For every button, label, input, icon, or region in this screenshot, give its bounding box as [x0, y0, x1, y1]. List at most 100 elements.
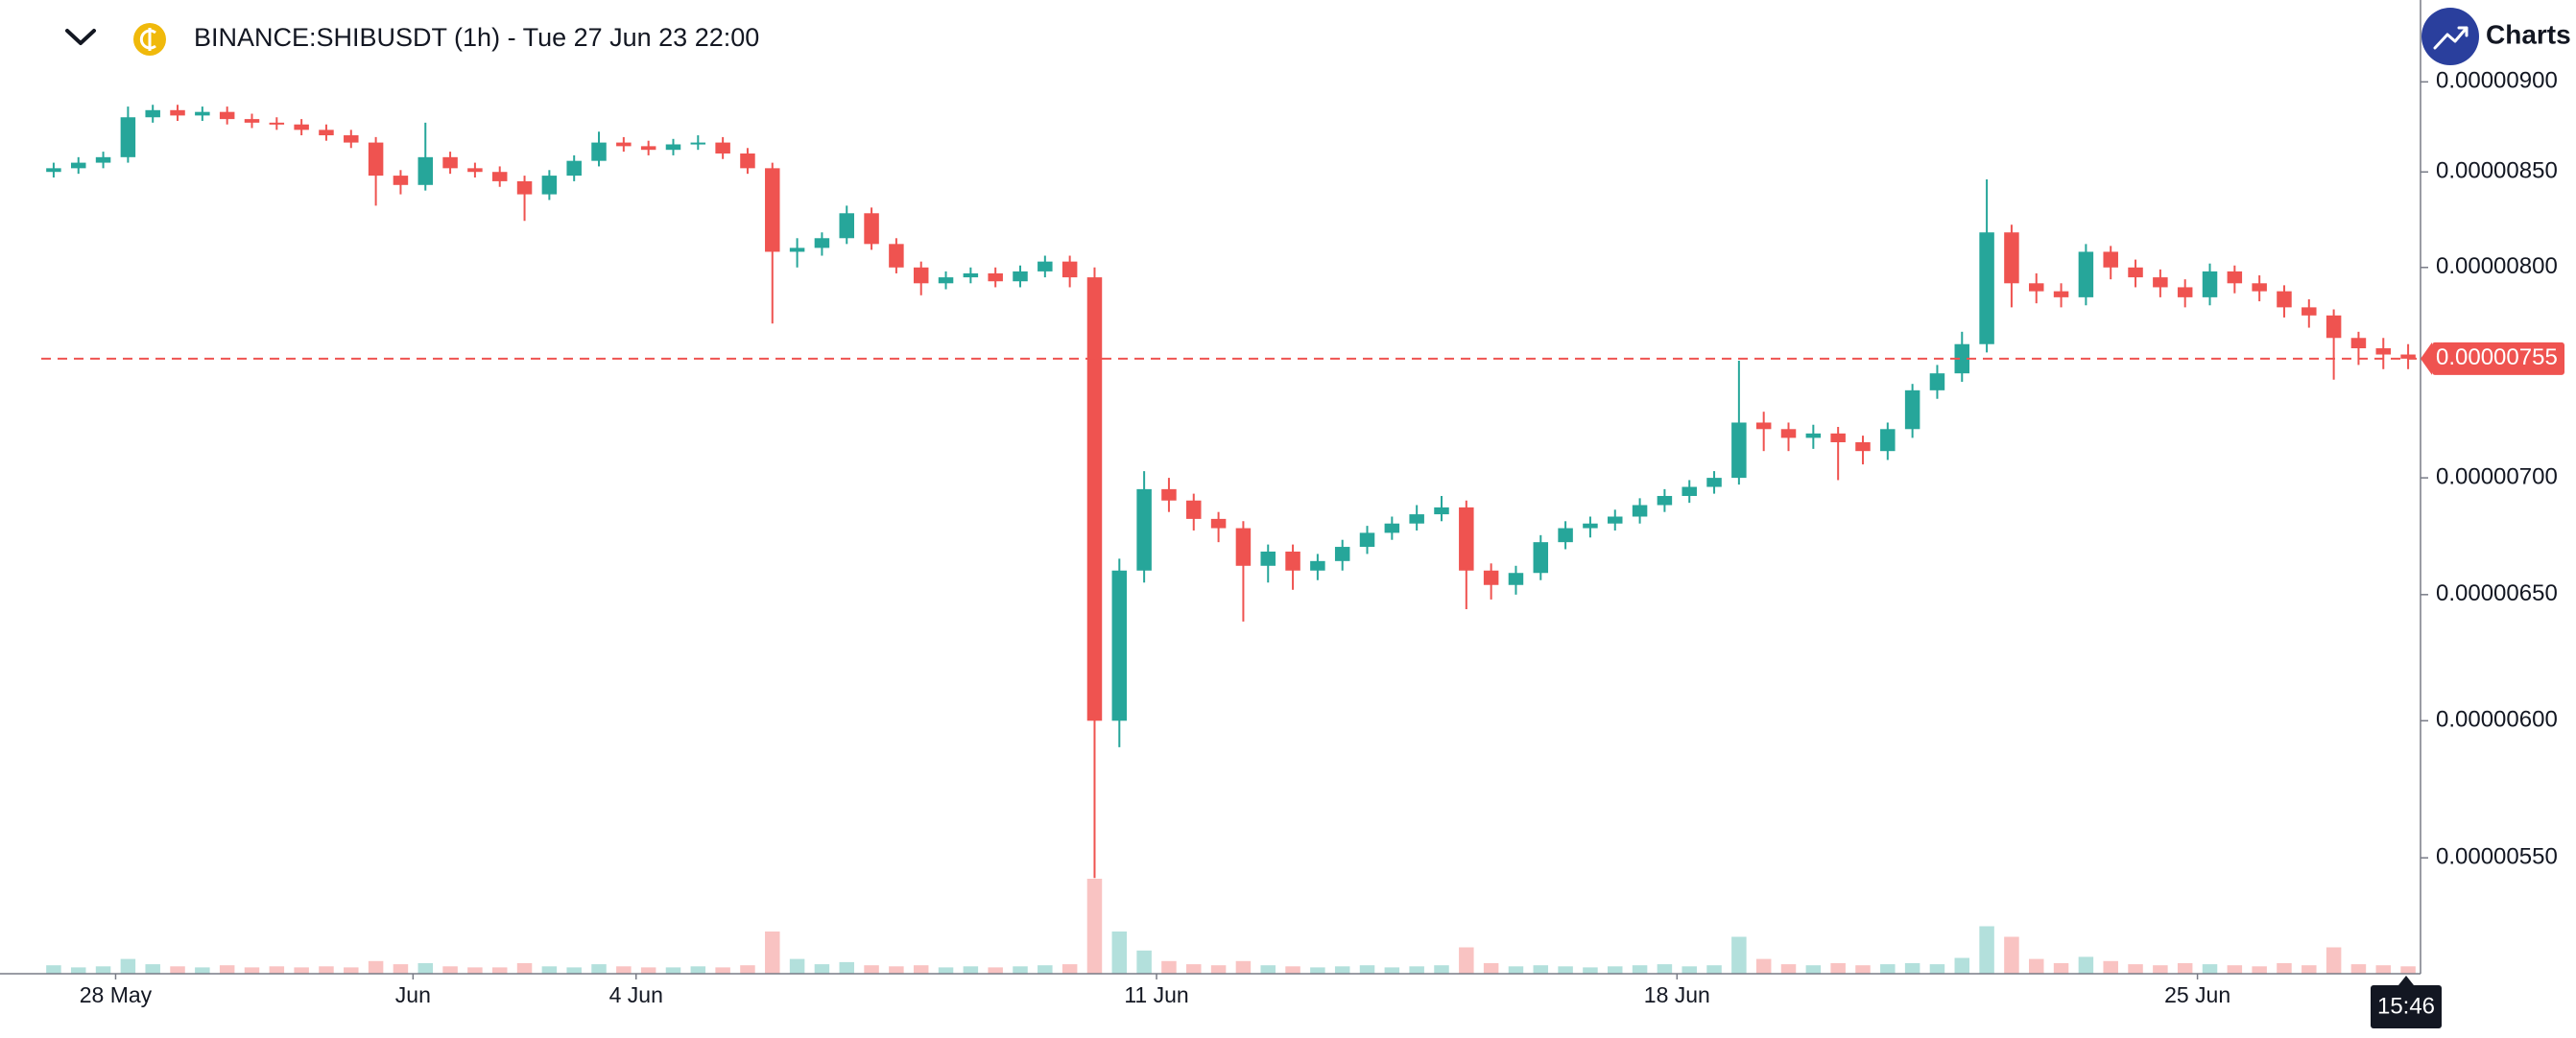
- volume-bar: [70, 967, 86, 974]
- volume-bar: [344, 967, 359, 974]
- volume-bar: [491, 967, 508, 974]
- candle-body: [344, 135, 359, 143]
- volume-bar: [2053, 963, 2069, 974]
- coin-icon-glyph: [139, 28, 156, 51]
- candle-body: [1483, 570, 1499, 585]
- x-tick-label: 25 Jun: [2164, 982, 2230, 1007]
- candle-body: [70, 162, 86, 169]
- volume-bar: [839, 961, 854, 974]
- volume-bar: [2202, 964, 2218, 974]
- volume-bar: [294, 967, 309, 974]
- candle-body: [1508, 573, 1524, 585]
- volume-bar: [1755, 958, 1772, 974]
- volume-bar: [1904, 963, 1920, 974]
- candle-body: [294, 124, 309, 130]
- volume-bar: [640, 967, 656, 974]
- candle-body: [1235, 528, 1252, 566]
- candle-body: [665, 144, 681, 151]
- collapse-chevron[interactable]: [65, 29, 96, 45]
- volume-bar: [765, 932, 780, 974]
- candle-body: [2202, 271, 2218, 297]
- volume-bar: [2252, 966, 2267, 974]
- volume-bar: [1285, 966, 1300, 974]
- volume-bar: [2326, 947, 2342, 974]
- candle-body: [2375, 348, 2392, 355]
- candle-body: [913, 267, 929, 284]
- volume-bar: [1830, 963, 1846, 974]
- volume-bar: [2128, 964, 2143, 974]
- candle-body: [2350, 338, 2367, 349]
- volume-bar: [145, 964, 160, 974]
- candle-body: [839, 213, 854, 239]
- candle-body: [2078, 251, 2094, 297]
- volume-bar: [1013, 966, 1028, 974]
- volume-bar: [1235, 960, 1252, 974]
- volume-bar: [393, 964, 409, 974]
- volume-bar: [1558, 966, 1573, 974]
- volume-bar: [715, 967, 730, 974]
- candle-body: [1780, 429, 1797, 438]
- candle-body: [2153, 277, 2168, 288]
- volume-bar: [814, 964, 830, 974]
- candle-body: [1830, 433, 1846, 442]
- candle-body: [219, 111, 235, 120]
- candle-body: [1186, 500, 1202, 519]
- candle-body: [2128, 267, 2143, 278]
- volume-bar: [2375, 965, 2392, 974]
- volume-bar: [1929, 964, 1945, 974]
- volume-bar: [1038, 965, 1053, 974]
- volume-bar: [2153, 965, 2168, 974]
- candle-body: [988, 272, 1003, 282]
- brand-text[interactable]: Charts p: [2486, 19, 2576, 49]
- candle-body: [740, 153, 755, 169]
- candle-body: [1334, 547, 1350, 561]
- volume-bar: [864, 965, 879, 974]
- volume-bar: [2004, 936, 2019, 974]
- volume-bar: [541, 966, 558, 974]
- volume-bar: [938, 967, 954, 974]
- candle-body: [95, 156, 111, 163]
- candle-body: [715, 142, 730, 154]
- candle-body: [1384, 523, 1400, 533]
- volume-bar: [516, 963, 533, 974]
- candle-body: [2277, 291, 2292, 308]
- candle-body: [1459, 507, 1474, 571]
- y-tick-label: 0.00000650: [2436, 580, 2558, 606]
- candle-body: [1086, 277, 1103, 721]
- candle-body: [1260, 551, 1276, 566]
- candle-body: [1755, 422, 1772, 430]
- volume-bar: [1210, 965, 1227, 974]
- volume-bar: [120, 958, 136, 974]
- candle-body: [368, 142, 384, 177]
- volume-bar: [1632, 965, 1648, 974]
- candle-body: [1657, 495, 1673, 506]
- y-tick-label: 0.00000900: [2436, 68, 2558, 94]
- candle-body: [1533, 542, 1549, 574]
- volume-bar: [616, 966, 632, 974]
- volume-bar: [789, 958, 805, 974]
- candle-body: [765, 168, 780, 252]
- volume-bar: [1608, 966, 1623, 974]
- volume-bar: [2028, 958, 2044, 974]
- volume-bar: [219, 965, 235, 974]
- volume-bar: [1186, 964, 1202, 974]
- volume-bar: [690, 966, 706, 974]
- brand-logo-glyph: [2433, 26, 2469, 50]
- candle-body: [1013, 271, 1028, 282]
- candle-body: [1979, 232, 1994, 344]
- candle-body: [1161, 488, 1177, 501]
- volume-bar: [665, 967, 681, 974]
- candle-body: [1038, 261, 1053, 271]
- candle-body: [566, 160, 582, 177]
- volume-bar: [1682, 966, 1697, 974]
- volume-bar: [2227, 965, 2243, 974]
- volume-bar: [195, 967, 210, 974]
- volume-bar: [269, 966, 285, 974]
- candle-body: [1805, 433, 1822, 438]
- last-price-pointer: [2421, 342, 2432, 375]
- x-tick-label: 11 Jun: [1124, 982, 1188, 1007]
- volume-bar: [2400, 966, 2416, 974]
- volume-bar: [417, 963, 434, 974]
- candle-body: [1111, 570, 1128, 721]
